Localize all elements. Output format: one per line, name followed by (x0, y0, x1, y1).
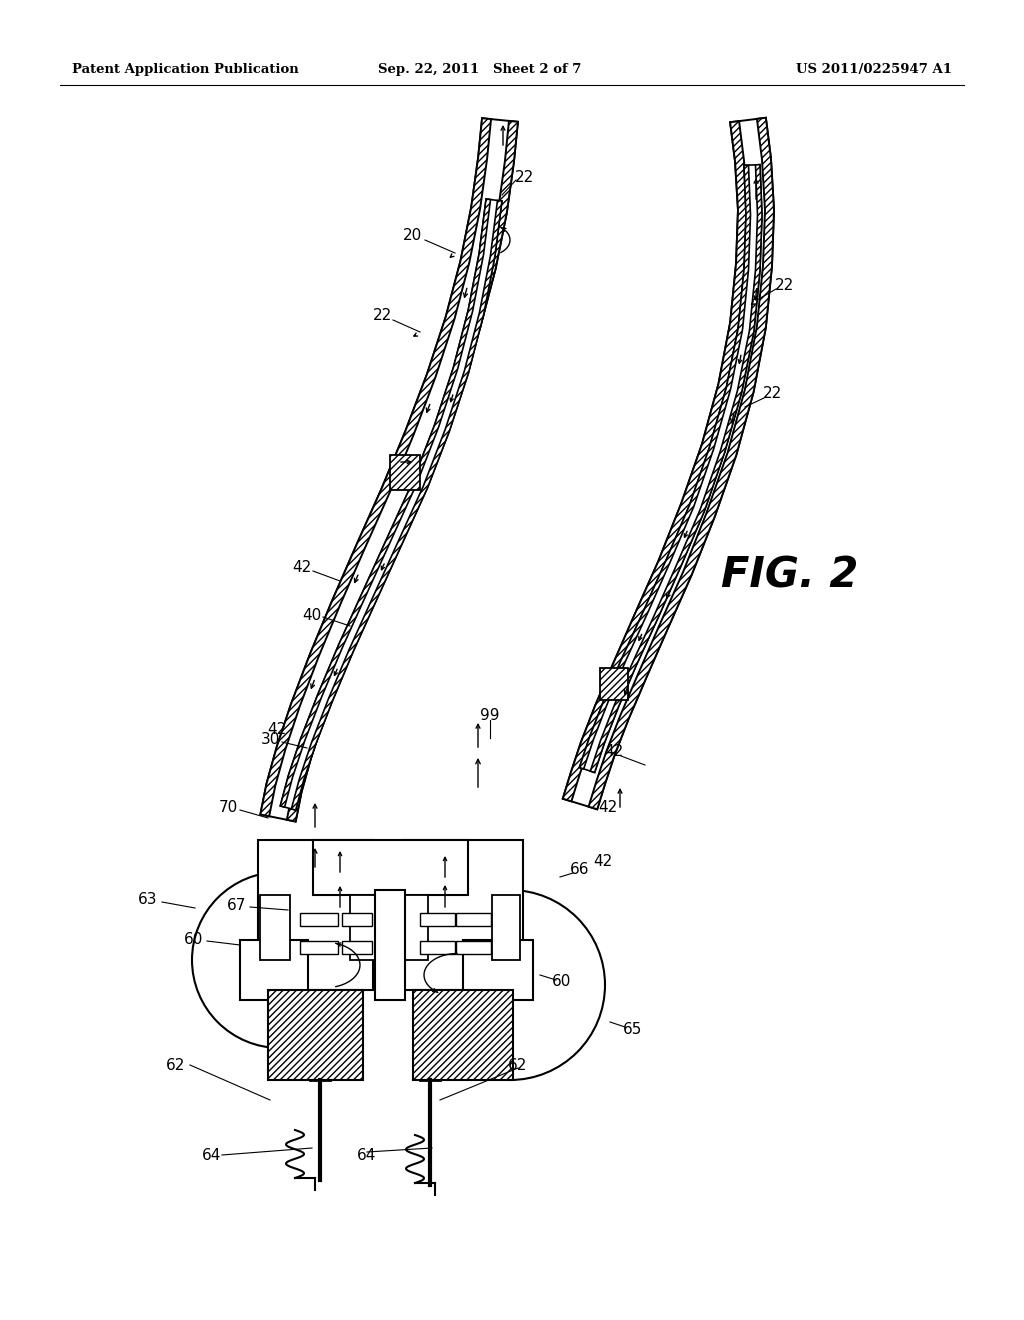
Bar (258, 840, 373, 990)
Polygon shape (281, 199, 502, 810)
Bar (492, 895, 520, 960)
Text: 40: 40 (302, 607, 322, 623)
Text: 63: 63 (138, 892, 158, 908)
Text: 62: 62 (508, 1057, 527, 1072)
Polygon shape (287, 121, 518, 821)
Bar (390, 455, 420, 490)
Polygon shape (563, 117, 774, 809)
Text: FIG. 2: FIG. 2 (721, 554, 859, 597)
Bar (420, 941, 455, 954)
Text: 60: 60 (184, 932, 204, 948)
Text: 30: 30 (260, 733, 280, 747)
Polygon shape (590, 165, 762, 772)
Bar (342, 941, 372, 954)
Bar (600, 668, 628, 700)
Bar (456, 913, 490, 927)
Text: 64: 64 (203, 1147, 221, 1163)
Bar (260, 895, 290, 960)
Text: US 2011/0225947 A1: US 2011/0225947 A1 (796, 63, 952, 77)
Text: 42: 42 (293, 561, 311, 576)
Text: 67: 67 (227, 899, 247, 913)
Text: 42: 42 (598, 800, 617, 816)
Text: 22: 22 (763, 385, 782, 400)
Bar (350, 895, 375, 960)
Text: 42: 42 (593, 854, 612, 870)
Text: 42: 42 (604, 744, 624, 759)
Polygon shape (580, 165, 762, 772)
Bar (375, 890, 406, 1001)
Text: 64: 64 (357, 1147, 377, 1163)
Polygon shape (580, 165, 751, 768)
Text: Sep. 22, 2011   Sheet 2 of 7: Sep. 22, 2011 Sheet 2 of 7 (378, 63, 582, 77)
Polygon shape (589, 117, 774, 809)
Text: 42: 42 (267, 722, 287, 738)
Text: 22: 22 (774, 277, 794, 293)
Bar (403, 840, 523, 990)
Text: 65: 65 (624, 1023, 643, 1038)
Text: 62: 62 (166, 1057, 185, 1072)
Bar (313, 840, 468, 895)
Bar (463, 940, 534, 1001)
Polygon shape (563, 121, 746, 801)
Polygon shape (281, 199, 490, 807)
Text: 60: 60 (552, 974, 571, 990)
Bar (420, 913, 455, 927)
Bar (240, 940, 308, 1001)
Bar (400, 895, 428, 960)
Text: 70: 70 (218, 800, 238, 816)
Text: Patent Application Publication: Patent Application Publication (72, 63, 299, 77)
Polygon shape (260, 119, 492, 816)
Bar (413, 990, 513, 1080)
Text: 99: 99 (480, 708, 500, 722)
Bar (268, 990, 362, 1080)
Text: 66: 66 (570, 862, 590, 878)
Polygon shape (292, 201, 502, 810)
Polygon shape (260, 119, 518, 821)
Bar (456, 941, 490, 954)
Bar (342, 913, 372, 927)
Text: 22: 22 (373, 309, 391, 323)
Bar (300, 941, 338, 954)
Text: 22: 22 (514, 170, 534, 186)
Bar (300, 913, 338, 927)
Text: 20: 20 (403, 228, 423, 243)
